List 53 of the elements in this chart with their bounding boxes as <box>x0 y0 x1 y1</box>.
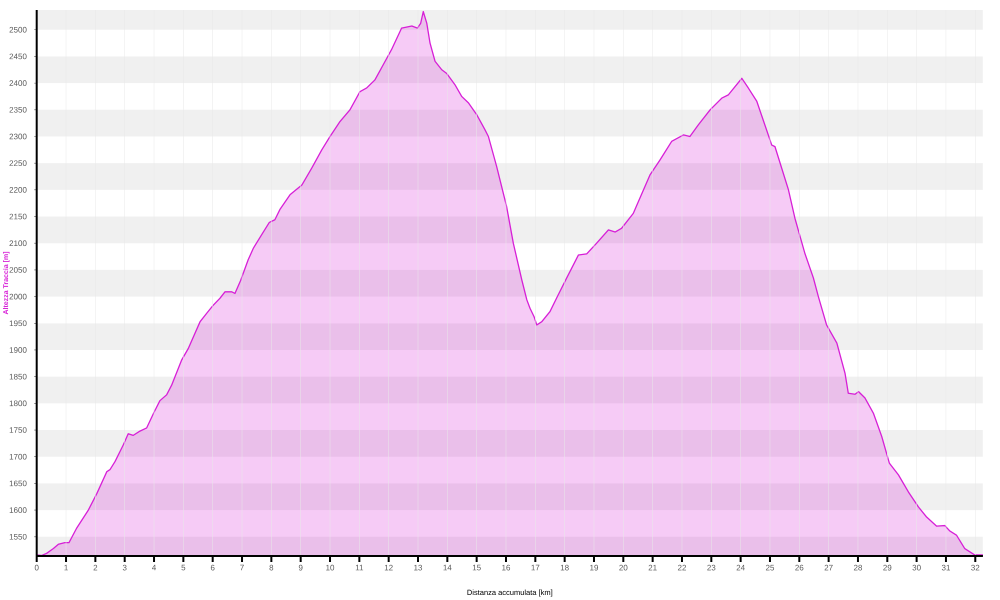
x-tick-label: 10 <box>326 564 334 570</box>
x-tick-label: 31 <box>942 564 950 570</box>
y-tick-label: 1900 <box>10 347 27 353</box>
y-tick-label: 2150 <box>10 214 27 220</box>
x-tick-label: 3 <box>122 564 127 570</box>
y-tick-label: 2050 <box>10 267 27 273</box>
x-tick-label: 21 <box>648 564 657 570</box>
x-tick-label: 2 <box>94 564 98 570</box>
x-tick-label: 23 <box>707 564 716 570</box>
x-tick-label: 7 <box>240 564 244 570</box>
x-tick-label: 6 <box>210 564 215 570</box>
y-tick-label: 1600 <box>10 507 27 513</box>
x-tick-label: 29 <box>883 564 892 570</box>
y-tick-label: 2100 <box>10 240 27 246</box>
x-tick-label: 5 <box>181 564 186 570</box>
x-tick-label: 1 <box>64 564 68 570</box>
x-tick-label: 26 <box>795 564 804 570</box>
y-tick-label: 2000 <box>10 294 27 300</box>
x-tick-label: 25 <box>766 564 774 570</box>
y-tick-label: 1950 <box>10 320 27 326</box>
x-tick-label: 9 <box>298 564 303 570</box>
x-tick-label: 4 <box>152 564 156 570</box>
x-tick-label: 0 <box>34 564 39 570</box>
y-tick-label: 2400 <box>10 80 27 86</box>
y-tick-label: 1550 <box>10 534 27 540</box>
y-tick-label: 2500 <box>10 26 27 33</box>
x-tick-label: 22 <box>678 564 686 570</box>
y-tick-label: 2300 <box>10 134 27 140</box>
y-tick-label: 2350 <box>10 106 27 113</box>
x-tick-label: 18 <box>560 564 569 570</box>
y-tick-label: 1850 <box>10 374 27 380</box>
x-tick-label: 11 <box>356 564 364 570</box>
x-tick-label: 24 <box>736 564 745 570</box>
x-tick-label: 28 <box>854 564 862 570</box>
y-tick-label: 2450 <box>10 54 27 60</box>
x-tick-label: 27 <box>824 564 833 570</box>
x-tick-label: 19 <box>590 564 598 570</box>
y-tick-label: 1800 <box>10 400 27 406</box>
x-tick-label: 20 <box>619 564 628 570</box>
x-tick-label: 14 <box>443 564 452 570</box>
x-tick-label: 32 <box>971 564 980 570</box>
x-tick-label: 15 <box>472 564 481 570</box>
x-tick-label: 17 <box>531 564 540 570</box>
x-tick-label: 30 <box>912 564 921 570</box>
x-tick-label: 13 <box>414 564 422 570</box>
y-tick-label: 1750 <box>10 427 27 433</box>
x-tick-label: 16 <box>502 564 510 570</box>
y-tick-label: 1650 <box>10 480 27 486</box>
x-tick-label: 8 <box>269 564 274 570</box>
y-tick-label: 2250 <box>10 160 27 166</box>
x-tick-label: 12 <box>384 564 393 570</box>
y-tick-label: 1700 <box>10 454 27 460</box>
y-tick-label: 2200 <box>10 187 27 193</box>
